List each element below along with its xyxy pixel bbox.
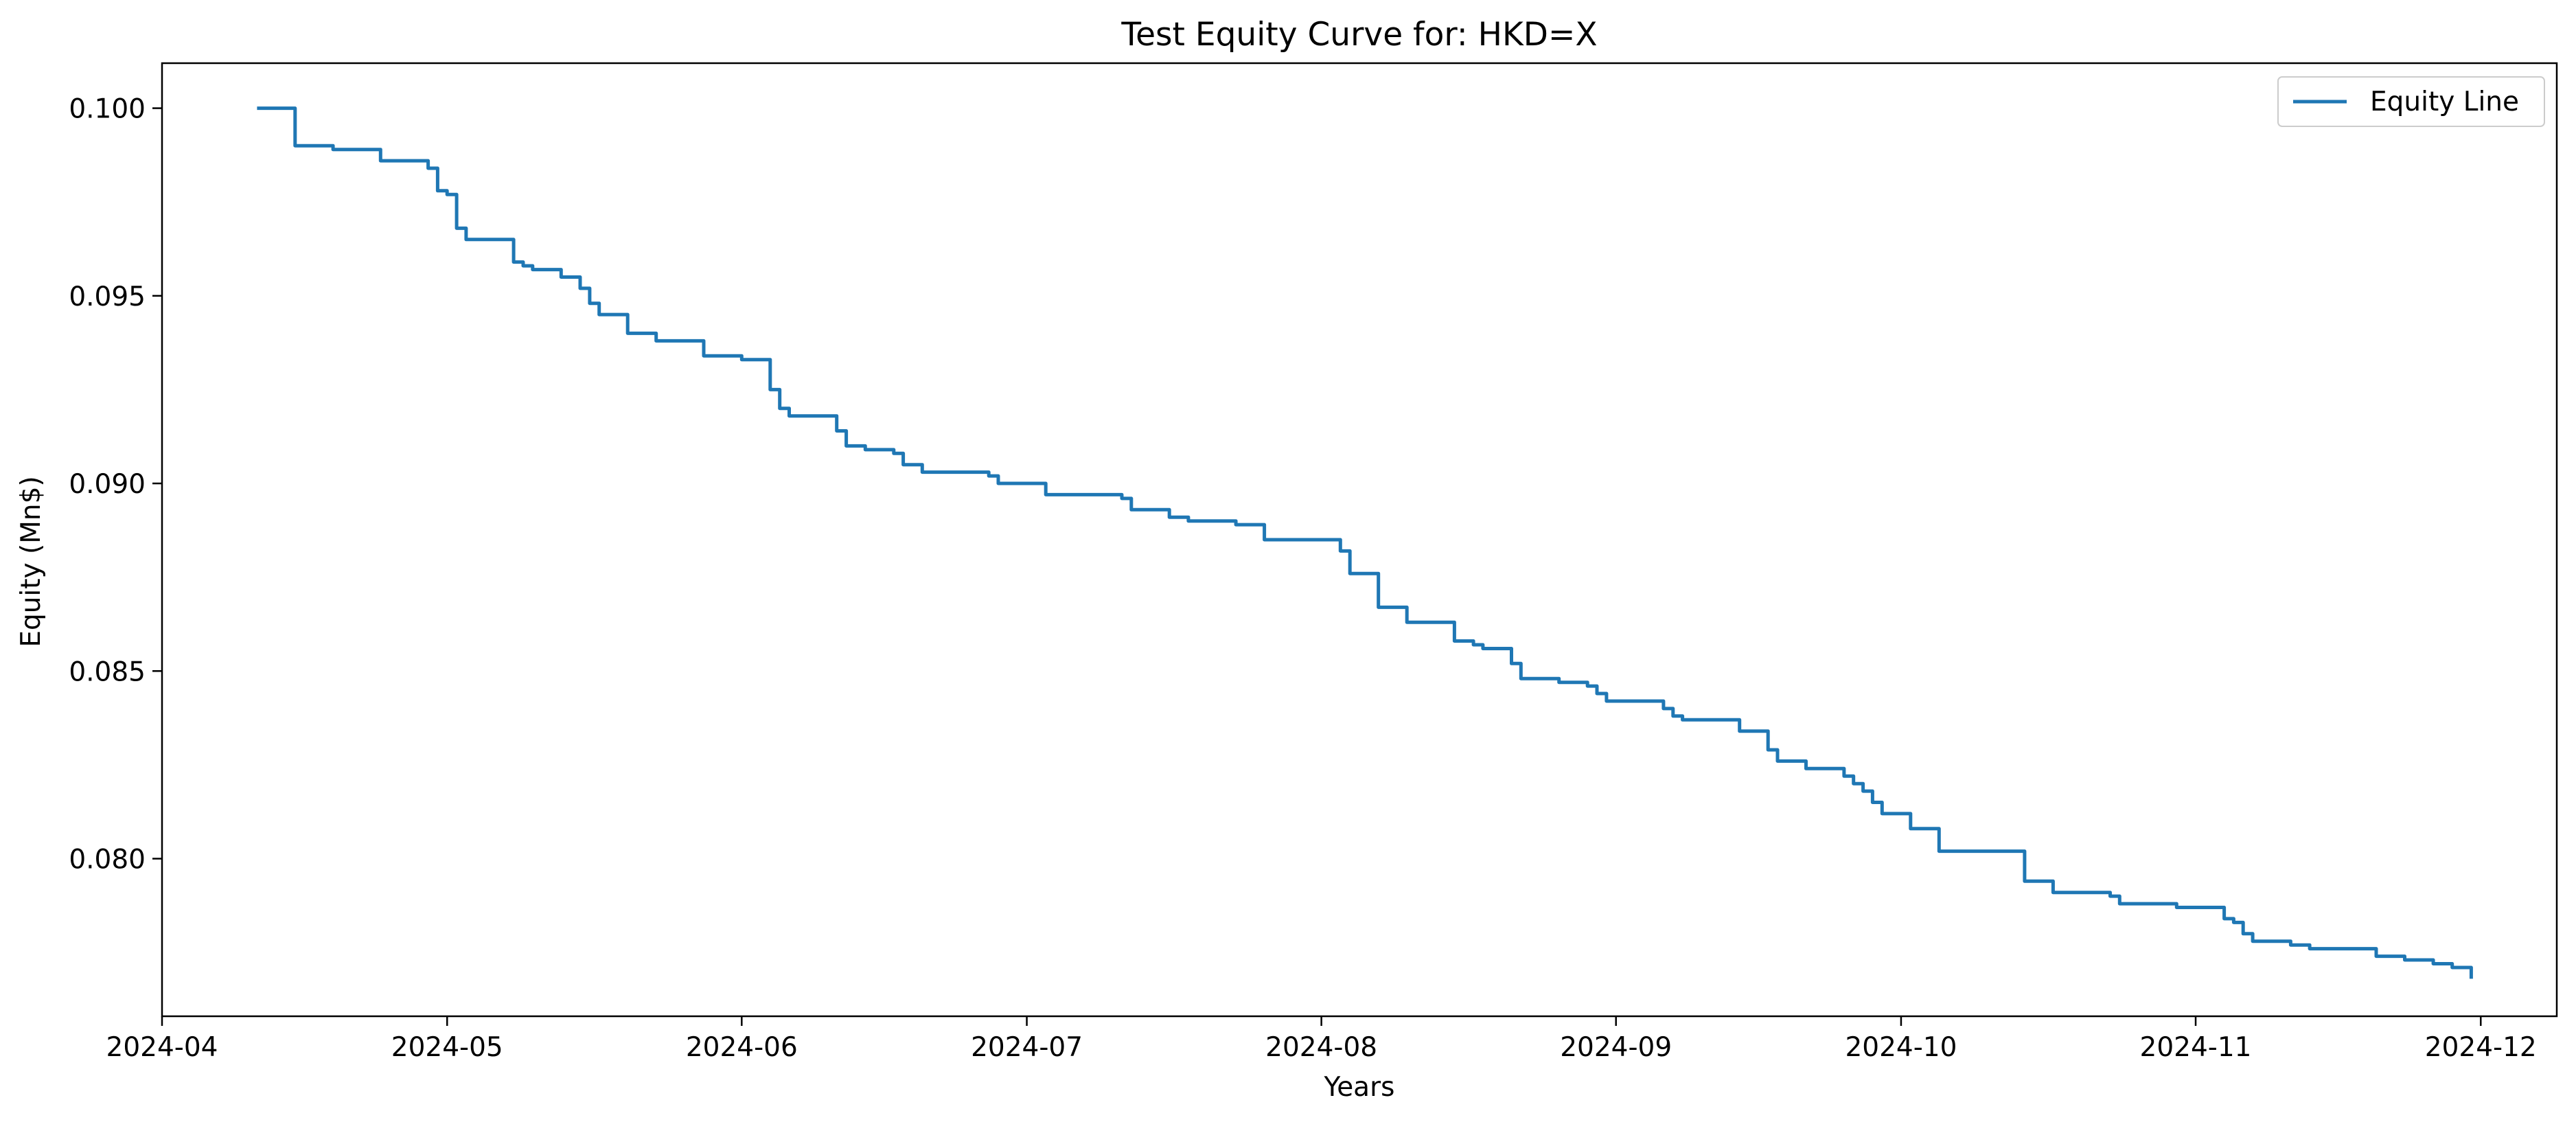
legend: Equity Line [2277, 76, 2545, 127]
y-tick-label: 0.085 [69, 656, 146, 687]
x-tick-label: 2024-11 [2140, 1032, 2252, 1063]
x-tick-label: 2024-06 [686, 1032, 798, 1063]
y-tick-label: 0.095 [69, 282, 146, 312]
legend-box [2277, 76, 2545, 127]
x-tick-label: 2024-05 [391, 1032, 503, 1063]
x-tick-label: 2024-08 [1265, 1032, 1377, 1063]
y-axis-label: Equity (Mn$) [16, 476, 47, 647]
legend-label-equity-line: Equity Line [2370, 87, 2519, 117]
x-tick-label: 2024-12 [2425, 1032, 2537, 1063]
chart-title: Test Equity Curve for: HKD=X [1120, 16, 1597, 54]
plot-area [257, 106, 2473, 979]
plot-frame [161, 62, 2558, 1018]
x-tick-label: 2024-07 [971, 1032, 1083, 1063]
x-tick-label: 2024-04 [106, 1032, 218, 1063]
y-axis: 0.080 0.085 0.090 0.095 0.100 [69, 94, 162, 875]
y-tick-label: 0.100 [69, 94, 146, 125]
series-line-equity-line [257, 106, 2473, 979]
y-tick-label: 0.090 [69, 469, 146, 500]
x-tick-label: 2024-10 [1845, 1032, 1957, 1063]
y-tick-label: 0.080 [69, 844, 146, 875]
x-axis: 2024-04 2024-05 2024-06 2024-07 2024-08 2024-… [106, 1016, 2537, 1063]
x-tick-label: 2024-09 [1560, 1032, 1672, 1063]
x-axis-label: Years [1324, 1072, 1395, 1103]
